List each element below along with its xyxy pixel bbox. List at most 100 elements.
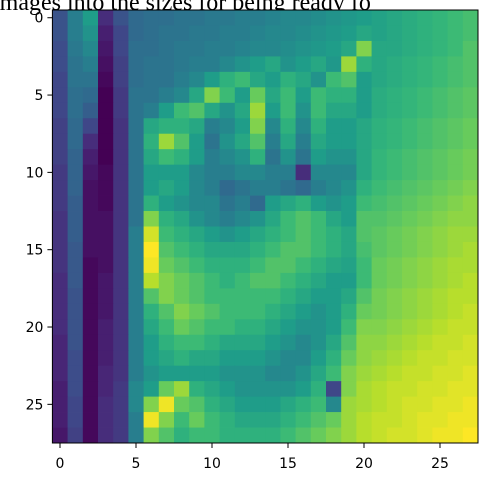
cell <box>158 25 175 42</box>
cell <box>356 226 372 243</box>
cell <box>447 226 464 243</box>
cell <box>67 272 84 289</box>
cell <box>341 412 357 428</box>
cell <box>128 10 144 26</box>
cell <box>371 272 388 289</box>
cell <box>417 303 433 320</box>
cell <box>174 40 190 57</box>
cell <box>280 87 296 104</box>
cell <box>204 350 220 367</box>
cell <box>402 133 418 150</box>
cell <box>52 241 68 258</box>
cell <box>341 226 357 243</box>
cell <box>402 102 418 119</box>
cell <box>432 412 448 428</box>
cell <box>234 226 251 243</box>
cell <box>250 195 266 212</box>
cell <box>462 303 479 320</box>
cell <box>158 195 175 212</box>
cell <box>219 40 236 57</box>
cell <box>234 164 251 181</box>
cell <box>326 427 342 444</box>
cell <box>98 319 114 336</box>
cell <box>295 381 312 398</box>
cell <box>432 133 448 150</box>
cell <box>189 381 205 398</box>
cell <box>462 427 479 444</box>
cell <box>432 164 448 181</box>
cell <box>67 211 84 227</box>
cell <box>67 257 84 274</box>
cell <box>326 133 342 150</box>
cell <box>386 118 403 135</box>
cell <box>326 56 342 73</box>
cell <box>234 303 251 320</box>
cell <box>143 427 160 444</box>
cell <box>143 257 160 274</box>
cell <box>52 87 68 104</box>
cell <box>250 241 266 258</box>
cell <box>67 164 84 181</box>
cell <box>98 226 114 243</box>
cell <box>356 272 372 289</box>
cell <box>82 412 99 428</box>
cell <box>356 10 372 26</box>
cell <box>113 211 129 227</box>
cell <box>98 272 114 289</box>
cell <box>52 257 68 274</box>
cell <box>234 396 251 413</box>
cell <box>402 71 418 88</box>
cell <box>371 164 388 181</box>
cell <box>174 211 190 227</box>
cell <box>234 257 251 274</box>
cell <box>67 303 84 320</box>
cell <box>326 241 342 258</box>
cell <box>128 381 144 398</box>
cell <box>219 257 236 274</box>
cell <box>189 87 205 104</box>
cell <box>295 365 312 382</box>
cell <box>341 319 357 336</box>
cell <box>265 350 281 367</box>
cell <box>280 133 296 150</box>
cell <box>432 427 448 444</box>
cell <box>447 288 464 305</box>
cell <box>67 412 84 428</box>
cell <box>113 164 129 181</box>
cell <box>326 319 342 336</box>
cell <box>219 350 236 367</box>
cell <box>98 133 114 150</box>
cell <box>417 195 433 212</box>
cell <box>447 365 464 382</box>
cell <box>447 180 464 196</box>
cell <box>219 412 236 428</box>
cell <box>143 133 160 150</box>
cell <box>82 56 99 73</box>
cell <box>82 272 99 289</box>
cell <box>386 427 403 444</box>
cell <box>189 56 205 73</box>
cell <box>128 396 144 413</box>
cell <box>356 56 372 73</box>
cell <box>82 381 99 398</box>
cell <box>386 319 403 336</box>
cell <box>219 164 236 181</box>
cell <box>295 164 312 181</box>
cell <box>462 56 479 73</box>
cell <box>219 365 236 382</box>
cell <box>402 87 418 104</box>
cell <box>417 180 433 196</box>
cell <box>82 427 99 444</box>
cell <box>128 226 144 243</box>
cell <box>113 40 129 57</box>
cell <box>356 211 372 227</box>
cell <box>356 350 372 367</box>
cell <box>402 40 418 57</box>
cell <box>341 365 357 382</box>
cell <box>356 149 372 166</box>
cell <box>265 56 281 73</box>
cell <box>371 102 388 119</box>
cell <box>174 195 190 212</box>
cell <box>189 288 205 305</box>
